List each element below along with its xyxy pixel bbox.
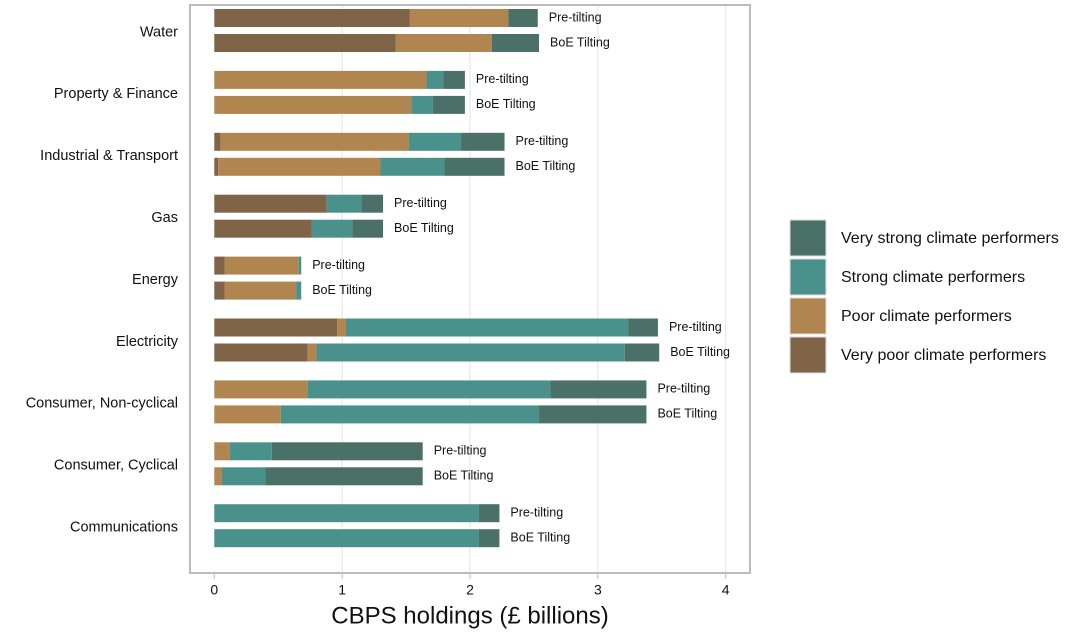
bar-segment bbox=[408, 132, 462, 151]
bar-segment bbox=[214, 219, 312, 238]
legend-label: Strong climate performers bbox=[841, 269, 1025, 286]
bar-segment bbox=[214, 256, 225, 275]
bar-label: BoE Tilting bbox=[516, 159, 576, 173]
bar-label: Pre-tilting bbox=[657, 382, 710, 396]
legend-label: Very poor climate performers bbox=[841, 347, 1046, 364]
bar-segment bbox=[352, 219, 384, 238]
bar-segment bbox=[550, 380, 647, 399]
y-tick-label: Electricity bbox=[116, 334, 179, 350]
bar-label: BoE Tilting bbox=[312, 283, 372, 297]
bar-label: BoE Tilting bbox=[394, 221, 454, 235]
bar-segment bbox=[224, 281, 297, 300]
x-tick-label: 4 bbox=[722, 582, 730, 598]
y-tick-label: Industrial & Transport bbox=[40, 148, 178, 164]
bar-segment bbox=[296, 281, 302, 300]
y-tick-label: Communications bbox=[70, 520, 178, 536]
bar-segment bbox=[214, 70, 427, 89]
bar-segment bbox=[380, 157, 445, 176]
legend-label: Poor climate performers bbox=[841, 308, 1012, 325]
y-tick-label: Consumer, Cyclical bbox=[54, 458, 178, 474]
x-tick-label: 2 bbox=[466, 582, 474, 598]
bar-segment bbox=[628, 318, 658, 337]
x-axis-title: CBPS holdings (£ billions) bbox=[331, 602, 608, 629]
bar-label: Pre-tilting bbox=[476, 72, 529, 86]
bar-segment bbox=[361, 194, 384, 213]
bar-segment bbox=[220, 132, 409, 151]
bar-segment bbox=[307, 343, 317, 362]
bar-segment bbox=[224, 256, 299, 275]
bar-segment bbox=[624, 343, 660, 362]
bar-segment bbox=[214, 380, 308, 399]
bar-segment bbox=[214, 442, 230, 461]
legend-swatch bbox=[789, 297, 827, 335]
bar-segment bbox=[214, 34, 396, 52]
bar-segment bbox=[409, 9, 509, 27]
bar-segment bbox=[508, 9, 538, 27]
bar-segment bbox=[214, 281, 225, 300]
bar-segment bbox=[539, 405, 647, 424]
legend-swatch bbox=[789, 336, 827, 374]
bar-label: Pre-tilting bbox=[669, 320, 722, 334]
bar-segment bbox=[461, 132, 505, 151]
x-tick-label: 1 bbox=[338, 582, 346, 598]
bar-segment bbox=[411, 95, 433, 114]
bar-label: BoE Tilting bbox=[510, 530, 570, 544]
x-tick-label: 3 bbox=[594, 582, 602, 598]
bar-segment bbox=[337, 318, 346, 337]
legend-label: Very strong climate performers bbox=[841, 230, 1059, 247]
plot-frame bbox=[189, 4, 751, 574]
legend-swatch bbox=[789, 258, 827, 296]
bar-label: Pre-tilting bbox=[394, 196, 447, 210]
bar-label: BoE Tilting bbox=[550, 35, 610, 49]
bar-label: BoE Tilting bbox=[657, 407, 717, 421]
bar-segment bbox=[229, 442, 272, 461]
bar-segment bbox=[221, 467, 266, 486]
bar-segment bbox=[214, 95, 412, 114]
bar-segment bbox=[214, 132, 221, 151]
bar-segment bbox=[307, 380, 551, 399]
bar-segment bbox=[214, 318, 338, 337]
bar-segment bbox=[214, 343, 308, 362]
y-tick-label: Water bbox=[140, 24, 178, 40]
y-tick-label: Property & Finance bbox=[54, 86, 178, 102]
bar-segment bbox=[214, 529, 479, 548]
bar-segment bbox=[271, 442, 423, 461]
bar-segment bbox=[478, 504, 500, 523]
bar-segment bbox=[218, 157, 381, 176]
bar-segment bbox=[478, 529, 500, 548]
bar-segment bbox=[345, 318, 629, 337]
bar-label: Pre-tilting bbox=[516, 134, 569, 148]
bar-segment bbox=[214, 467, 222, 486]
bar-segment bbox=[426, 70, 444, 89]
bar-label: Pre-tilting bbox=[312, 258, 365, 272]
bar-segment bbox=[395, 34, 492, 52]
bar-label: Pre-tilting bbox=[434, 444, 487, 458]
bar-segment bbox=[265, 467, 423, 486]
bar-label: Pre-tilting bbox=[549, 10, 602, 24]
bar-segment bbox=[280, 405, 540, 424]
x-tick-label: 0 bbox=[210, 582, 218, 598]
bar-segment bbox=[316, 343, 625, 362]
bar-segment bbox=[298, 256, 302, 275]
bar-segment bbox=[326, 194, 362, 213]
bar-segment bbox=[214, 194, 327, 213]
bar-segment bbox=[214, 157, 219, 176]
bar-label: Pre-tilting bbox=[510, 505, 563, 519]
bar-segment bbox=[214, 9, 410, 27]
bar-segment bbox=[214, 504, 479, 523]
y-tick-label: Gas bbox=[151, 210, 178, 226]
bar-label: BoE Tilting bbox=[434, 469, 494, 483]
bar-segment bbox=[491, 34, 540, 52]
legend-swatch bbox=[789, 219, 827, 257]
bar-segment bbox=[444, 157, 505, 176]
y-tick-label: Consumer, Non-cyclical bbox=[26, 396, 178, 412]
bar-segment bbox=[214, 405, 281, 424]
bar-segment bbox=[311, 219, 353, 238]
y-tick-label: Energy bbox=[132, 272, 179, 288]
bar-segment bbox=[443, 70, 465, 89]
bar-label: BoE Tilting bbox=[670, 345, 730, 359]
bar-label: BoE Tilting bbox=[476, 97, 536, 111]
bar-segment bbox=[432, 95, 465, 114]
